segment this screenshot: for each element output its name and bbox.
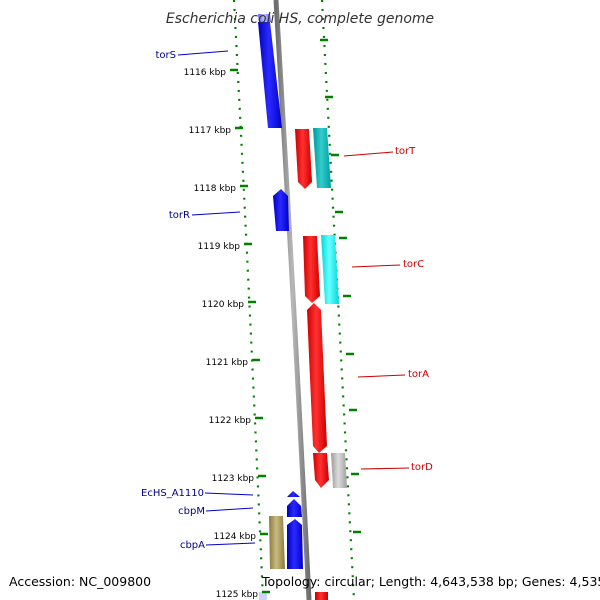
feature-torT-cyan[interactable] xyxy=(313,128,331,188)
gene-label-cbpM: cbpM xyxy=(178,506,205,517)
backbone-end-blue xyxy=(259,592,267,600)
gene-label-torD: torD xyxy=(411,462,433,473)
tick-labels: 1116 kbp 1117 kbp 1118 kbp 1119 kbp 1120… xyxy=(184,68,259,600)
tick-label: 1116 kbp xyxy=(184,68,227,78)
genome-summary-text: Topology: circular; Length: 4,643,538 bp… xyxy=(262,574,600,589)
accession-text: Accession: NC_009800 xyxy=(9,574,152,589)
gene-torA[interactable] xyxy=(307,303,327,453)
tick-label: 1117 kbp xyxy=(189,126,232,136)
tick-label: 1118 kbp xyxy=(194,184,237,194)
gene-label-EcHS-A1110: EcHS_A1110 xyxy=(141,488,204,499)
backbone xyxy=(273,0,312,600)
map-title: Escherichia coli HS, complete genome xyxy=(166,11,434,27)
gene-label-torT: torT xyxy=(395,146,416,157)
label-connectors xyxy=(177,50,410,546)
gene-label-torS: torS xyxy=(156,50,177,61)
tick-marks xyxy=(230,68,270,594)
gene-label-torA: torA xyxy=(408,369,429,380)
gene-labels: torS torR EcHS_A1110 cbpM cbpA torT torC… xyxy=(141,50,433,551)
gene-cbpA[interactable] xyxy=(287,519,303,569)
backbone-end-red xyxy=(315,592,328,600)
gene-torT[interactable] xyxy=(295,129,312,189)
tick-label: 1119 kbp xyxy=(198,242,241,252)
tick-label: 1122 kbp xyxy=(209,416,252,426)
gene-torR[interactable] xyxy=(273,189,289,231)
gene-label-torC: torC xyxy=(403,259,424,270)
tick-label: 1124 kbp xyxy=(214,532,257,542)
feature-torD-grey[interactable] xyxy=(331,453,347,488)
gene-torC[interactable] xyxy=(303,236,320,303)
gene-torS[interactable] xyxy=(258,22,282,128)
tick-label: 1121 kbp xyxy=(206,358,249,368)
gene-label-torR: torR xyxy=(169,210,190,221)
gene-torS-top xyxy=(258,14,271,22)
tick-label: 1120 kbp xyxy=(202,300,245,310)
feature-torC-cyan[interactable] xyxy=(321,235,339,304)
tick-label: 1125 kbp xyxy=(216,590,259,600)
gene-cbpM[interactable] xyxy=(287,499,302,517)
gene-label-cbpA: cbpA xyxy=(180,540,205,551)
gene-EcHS-A1110[interactable] xyxy=(287,491,300,497)
gene-torD[interactable] xyxy=(313,453,329,488)
feature-olive[interactable] xyxy=(269,516,285,569)
tick-label: 1123 kbp xyxy=(212,474,255,484)
outer-tick-marks xyxy=(320,38,361,534)
